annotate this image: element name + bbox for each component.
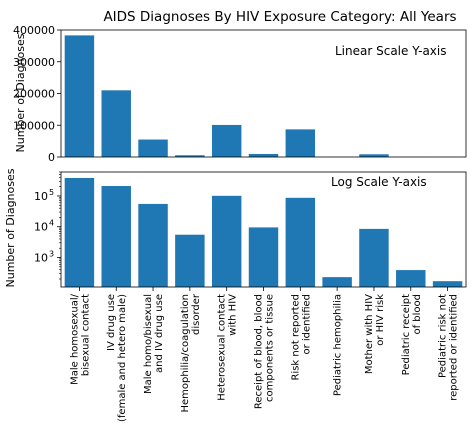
bottom-bar: [211, 195, 242, 287]
x-tick-label: Risk not reportedor identified: [290, 294, 312, 381]
top-bar: [359, 154, 389, 157]
bottom-y-tick-exponent: 3: [49, 249, 54, 258]
top-ylabel: Number of Diagnoses: [14, 33, 27, 152]
x-tick-label: IV drug use(female and hetero male): [106, 294, 128, 422]
x-tick-label-line: Male homosexual/: [69, 293, 80, 385]
bottom-bar: [138, 203, 168, 287]
bottom-bar: [359, 228, 389, 287]
x-tick-label-line: Receipt of blood, blood: [254, 294, 265, 409]
x-tick-label: Receipt of blood, bloodcomponents or tis…: [254, 294, 276, 409]
x-tick-label-line: Heterosexual contact: [217, 294, 228, 401]
top-bar: [248, 153, 279, 157]
x-tick-label-line: with HIV: [228, 294, 239, 336]
bottom-y-tick-exponent: 4: [49, 219, 54, 228]
x-tick-label-line: reported or identified: [449, 294, 460, 401]
top-bar: [175, 155, 205, 157]
x-tick-label: Mother with HIVor HIV risk: [364, 294, 386, 374]
x-tick-label-line: (female and hetero male): [117, 294, 128, 422]
x-tick-label-line: or HIV risk: [375, 294, 386, 346]
bottom-annotation: Log Scale Y-axis: [331, 175, 427, 189]
top-plot: 0 100000 200000 300000 400000: [13, 24, 467, 164]
top-y-tick-label: 400000: [13, 24, 55, 37]
top-y-tick-label: 0: [48, 151, 55, 164]
x-tick-label-line: bisexual contact: [80, 294, 91, 376]
x-tick-label: Hemophilia/coagulationdisorder: [180, 293, 202, 412]
bottom-ylabel: Number of Diagnoses: [4, 168, 17, 287]
x-tick-label: Heterosexual contactwith HIV: [217, 294, 239, 401]
x-tick-label: Male homosexual/bisexual contact: [69, 293, 91, 385]
x-tick-label-line: Pediatric receipt: [401, 294, 412, 375]
x-tick-label-line: Mother with HIV: [364, 294, 375, 374]
top-bar: [138, 139, 168, 157]
x-tick-label-line: Pediatric risk not: [438, 294, 449, 378]
x-tick-label-line: disorder: [191, 293, 202, 335]
top-y-tick-label: 300000: [13, 56, 55, 69]
x-tick-label-line: IV drug use: [106, 294, 117, 351]
bottom-bar: [175, 234, 205, 287]
top-y-tick-label: 200000: [13, 88, 55, 101]
bottom-bar: [432, 281, 463, 287]
x-tick-label-line: Hemophilia/coagulation: [180, 294, 191, 413]
bottom-bar: [396, 270, 426, 287]
x-tick-label: Pediatric receiptof blood: [401, 294, 423, 375]
x-tick-label-line: Risk not reported: [290, 294, 301, 381]
bottom-bar: [322, 277, 352, 287]
bottom-bar: [248, 227, 279, 287]
bottom-bar: [285, 197, 316, 287]
x-tick-label-line: Male homo/bisexual: [143, 294, 154, 394]
x-tick-label: Pediatric hemophilia: [333, 294, 344, 396]
bottom-bar: [64, 177, 95, 287]
chart-title: AIDS Diagnoses By HIV Exposure Category:…: [103, 9, 456, 25]
bottom-y-tick-label: 10: [34, 221, 48, 234]
top-annotation: Linear Scale Y-axis: [335, 44, 447, 58]
x-tick-label: Male homo/bisexualand IV drug use: [143, 294, 165, 394]
top-bar: [64, 35, 95, 157]
x-tick-label-line: or identified: [301, 294, 312, 355]
bottom-y-tick-label: 10: [34, 251, 48, 264]
x-tick-label-line: of blood: [412, 294, 423, 335]
bottom-y-tick-label: 10: [34, 190, 48, 203]
x-tick-label-line: and IV drug use: [154, 294, 165, 373]
bottom-bar: [101, 186, 131, 287]
top-y-tick-label: 100000: [13, 119, 55, 132]
x-tick-label-line: components or tissue: [265, 294, 276, 402]
top-bar: [101, 90, 131, 157]
x-tick-labels: Male homosexual/bisexual contact IV drug …: [69, 287, 460, 422]
x-tick-label-line: Pediatric hemophilia: [333, 294, 344, 396]
x-tick-label: Pediatric risk notreported or identified: [438, 294, 460, 401]
top-bar: [211, 124, 242, 157]
bottom-y-tick-exponent: 5: [49, 188, 54, 197]
top-bar: [285, 129, 316, 157]
